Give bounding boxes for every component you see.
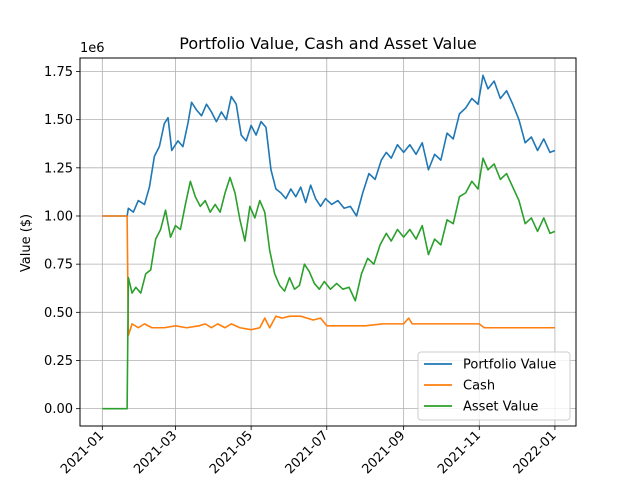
y-tick-label: 1.75 [44,65,73,80]
plot-lines [102,74,556,410]
y-axis-label: Value ($) [19,214,34,272]
y-tick-label: 1.00 [44,209,73,224]
y-tick-label: 1.50 [44,113,73,128]
y-offset-text: 1e6 [80,41,105,56]
chart-title: Portfolio Value, Cash and Asset Value [179,34,477,53]
legend-label-asset-value: Asset Value [463,400,538,415]
legend-label-cash: Cash [463,379,495,394]
legend-label-portfolio-value: Portfolio Value [463,358,556,373]
y-tick-label: 0.25 [44,354,73,369]
y-tick-label: 1.25 [44,161,73,176]
y-tick-label: 0.50 [44,306,73,321]
legend: Portfolio Value Cash Asset Value [417,351,571,421]
series-line-portfolio-value [102,74,556,217]
grid [80,58,576,426]
series-line-asset-value [102,157,556,410]
series-line-cash [102,215,555,337]
plot-frame [79,57,577,427]
y-tick-label: 0.00 [44,402,73,417]
legend-box [417,351,571,421]
y-tick-label: 0.75 [44,258,73,273]
